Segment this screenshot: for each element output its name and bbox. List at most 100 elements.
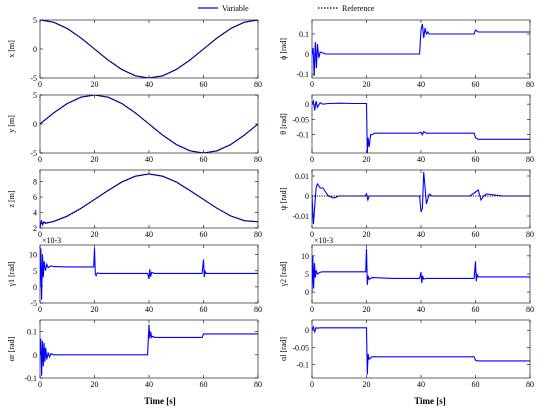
y-tick-label: 0 bbox=[305, 100, 309, 109]
x-axis-label-right: Time [s] bbox=[414, 396, 446, 406]
x-tick-label: 80 bbox=[526, 80, 534, 89]
y-axis-label: y [m] bbox=[7, 115, 16, 133]
y-tick-label: -5 bbox=[30, 299, 37, 308]
x-tick-label: 80 bbox=[526, 155, 534, 164]
x-tick-label: 60 bbox=[200, 230, 208, 239]
x-tick-label: 0 bbox=[38, 380, 42, 389]
y-tick-label: 5 bbox=[305, 270, 309, 279]
x-tick-label: 20 bbox=[363, 305, 371, 314]
x-tick-label: 40 bbox=[145, 155, 153, 164]
reference-series-line bbox=[40, 173, 258, 224]
x-tick-label: 80 bbox=[254, 380, 262, 389]
x-tick-label: 40 bbox=[145, 305, 153, 314]
y-axis-label: θ [rad] bbox=[279, 113, 288, 135]
variable-series-line bbox=[312, 248, 530, 293]
x-tick-label: 20 bbox=[91, 230, 99, 239]
y-tick-label: 0 bbox=[33, 45, 37, 54]
x-tick-label: 80 bbox=[254, 305, 262, 314]
y-tick-label: -0.1 bbox=[296, 131, 309, 140]
y-exponent-label: ×10-3 bbox=[314, 236, 333, 245]
axes-box bbox=[39, 169, 259, 229]
x-tick-label: 60 bbox=[200, 380, 208, 389]
x-tick-label: 60 bbox=[200, 155, 208, 164]
x-tick-label: 0 bbox=[310, 305, 314, 314]
x-tick-label: 80 bbox=[526, 305, 534, 314]
x-tick-label: 80 bbox=[254, 230, 262, 239]
y-axis-label: αr [rad] bbox=[7, 336, 16, 361]
y-tick-label: -5 bbox=[30, 149, 37, 158]
y-tick-label: -0.1 bbox=[296, 360, 309, 369]
subplot-1: 0 20 40 60 80-0.100.1ϕ [rad] bbox=[279, 19, 534, 89]
legend-reference-label: Reference bbox=[342, 4, 375, 13]
y-axis-label: αl [rad] bbox=[279, 337, 288, 361]
x-tick-label: 40 bbox=[417, 305, 425, 314]
y-tick-label: -0.1 bbox=[24, 374, 37, 383]
x-tick-label: 0 bbox=[310, 155, 314, 164]
variable-series-line bbox=[312, 171, 530, 225]
y-tick-label: 0 bbox=[305, 50, 309, 59]
y-tick-label: 5 bbox=[33, 16, 37, 25]
subplot-7: 0 20 40 60 80 0 5 10 γ2 [rad] ×10-3 bbox=[279, 236, 534, 314]
x-tick-label: 20 bbox=[363, 230, 371, 239]
y-tick-label: 4 bbox=[33, 209, 37, 218]
x-tick-label: 0 bbox=[310, 380, 314, 389]
x-tick-label: 20 bbox=[363, 380, 371, 389]
variable-series-line bbox=[312, 99, 530, 153]
x-tick-label: 40 bbox=[417, 230, 425, 239]
subplot-8: 0 20 40 60 80-0.100.1αr [rad] bbox=[7, 319, 262, 389]
variable-series-line bbox=[40, 324, 258, 376]
y-axis-label: γ2 [rad] bbox=[279, 261, 288, 287]
reference-series-line bbox=[40, 20, 258, 78]
x-tick-label: 40 bbox=[417, 155, 425, 164]
variable-series-line bbox=[40, 248, 258, 300]
y-tick-label: -0.1 bbox=[296, 70, 309, 79]
x-tick-label: 0 bbox=[38, 305, 42, 314]
y-tick-label: -0.01 bbox=[292, 212, 309, 221]
y-axis-label: γ1 [rad] bbox=[7, 261, 16, 287]
x-tick-label: 60 bbox=[472, 80, 480, 89]
y-tick-label: 8 bbox=[33, 178, 37, 187]
y-exponent-label: ×10-3 bbox=[42, 236, 61, 245]
y-axis-label: z [m] bbox=[7, 190, 16, 207]
x-tick-label: 20 bbox=[91, 80, 99, 89]
subplot-9: 0 20 40 60 80 -0.1 -0.05 0 αl [rad] bbox=[279, 319, 534, 389]
y-tick-label: -5 bbox=[30, 74, 37, 83]
x-tick-label: 0 bbox=[38, 155, 42, 164]
x-tick-label: 20 bbox=[91, 155, 99, 164]
axes-box bbox=[311, 169, 531, 229]
variable-series-line bbox=[312, 325, 530, 375]
legend-variable-label: Variable bbox=[222, 4, 249, 13]
x-tick-label: 60 bbox=[472, 230, 480, 239]
x-tick-label: 40 bbox=[145, 380, 153, 389]
x-tick-label: 20 bbox=[363, 80, 371, 89]
x-tick-label: 80 bbox=[526, 230, 534, 239]
y-tick-label: 0 bbox=[305, 288, 309, 297]
x-tick-label: 40 bbox=[145, 80, 153, 89]
y-tick-label: 6 bbox=[33, 193, 37, 202]
y-tick-label: 0 bbox=[305, 326, 309, 335]
y-axis-label: ϕ [rad] bbox=[279, 38, 288, 60]
x-tick-label: 60 bbox=[200, 305, 208, 314]
variable-series-line bbox=[40, 173, 258, 228]
x-tick-label: 20 bbox=[363, 155, 371, 164]
x-tick-label: 60 bbox=[472, 380, 480, 389]
variable-series-line bbox=[40, 20, 258, 78]
x-tick-label: 0 bbox=[310, 230, 314, 239]
y-tick-label: 10 bbox=[29, 251, 37, 260]
y-tick-label: 0 bbox=[33, 120, 37, 129]
subplot-4: 0 20 40 60 80 2 4 6 8 z [m] bbox=[7, 169, 262, 239]
x-tick-label: 80 bbox=[526, 380, 534, 389]
x-tick-label: 0 bbox=[310, 80, 314, 89]
y-tick-label: -0.05 bbox=[292, 115, 309, 124]
y-tick-label: 0.1 bbox=[299, 30, 309, 39]
y-tick-label: 2 bbox=[33, 224, 37, 233]
y-tick-label: -0.05 bbox=[292, 343, 309, 352]
subplot-3: 0 20 40 60 80 -0.1 -0.05 0 θ [rad] bbox=[279, 94, 534, 164]
x-tick-label: 0 bbox=[38, 80, 42, 89]
